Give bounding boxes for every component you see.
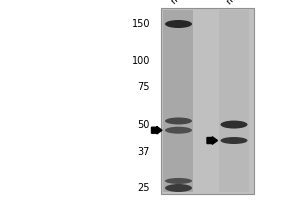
Bar	[160, 8, 254, 194]
Text: m.kidney: m.kidney	[169, 0, 205, 6]
Text: 100: 100	[132, 56, 150, 66]
FancyArrow shape	[152, 126, 162, 134]
FancyArrow shape	[207, 137, 217, 144]
Ellipse shape	[165, 20, 192, 28]
Text: 25: 25	[137, 183, 150, 193]
Bar	[219, 10, 249, 192]
Ellipse shape	[220, 137, 248, 144]
Text: 150: 150	[131, 19, 150, 29]
Text: 50: 50	[138, 120, 150, 130]
Text: 75: 75	[137, 82, 150, 92]
Text: 37: 37	[138, 147, 150, 157]
Ellipse shape	[165, 117, 192, 124]
Ellipse shape	[165, 184, 192, 192]
Ellipse shape	[165, 127, 192, 134]
Ellipse shape	[220, 121, 248, 129]
Bar	[164, 10, 194, 192]
Text: m.heart: m.heart	[225, 0, 256, 6]
Ellipse shape	[165, 178, 192, 184]
